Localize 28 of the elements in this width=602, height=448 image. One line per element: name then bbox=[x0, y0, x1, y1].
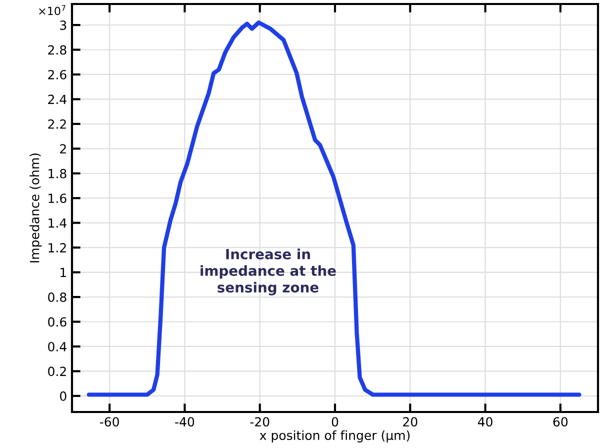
y-tick-label: 2.6 bbox=[48, 70, 66, 80]
line-series bbox=[86, 20, 582, 397]
y-tick-label: 2 bbox=[60, 144, 66, 154]
x-tick-label: -40 bbox=[175, 417, 194, 427]
y-tick-label: 3 bbox=[60, 20, 66, 30]
x-tick-label: -20 bbox=[250, 417, 270, 427]
y-tick-label: 2.4 bbox=[48, 94, 66, 104]
x-tick-label: 0 bbox=[332, 417, 338, 427]
y-tick-label: 1.4 bbox=[48, 218, 66, 228]
y-tick-label: 0.2 bbox=[48, 366, 66, 376]
x-axis-title: x position of finger (µm) bbox=[260, 430, 410, 442]
x-tick-label: 60 bbox=[553, 417, 568, 427]
y-tick-label: 1 bbox=[60, 268, 66, 278]
y-tick-label: 2.8 bbox=[48, 45, 66, 55]
y-axis-title: Impedance (ohm) bbox=[30, 154, 42, 262]
y-tick-label: 1.6 bbox=[48, 194, 66, 204]
y-tick-label: 1.2 bbox=[48, 243, 66, 252]
y-tick-label: 0.8 bbox=[48, 292, 66, 302]
y-tick-label: 0.4 bbox=[48, 342, 66, 352]
y-tick-label: 2.2 bbox=[48, 119, 66, 129]
text: ×10$^{7}$ bbox=[39, 5, 66, 16]
annotation: Increase in impedance at the sensing zone bbox=[200, 248, 336, 296]
x-tick-label: 40 bbox=[478, 417, 492, 427]
y-tick-label: 1.8 bbox=[48, 168, 66, 178]
y-tick-label: 0.6 bbox=[48, 317, 66, 327]
x-tick-label: -60 bbox=[100, 417, 119, 427]
x-tick-label: 20 bbox=[403, 417, 418, 427]
y-tick-label: 0 bbox=[60, 391, 66, 401]
